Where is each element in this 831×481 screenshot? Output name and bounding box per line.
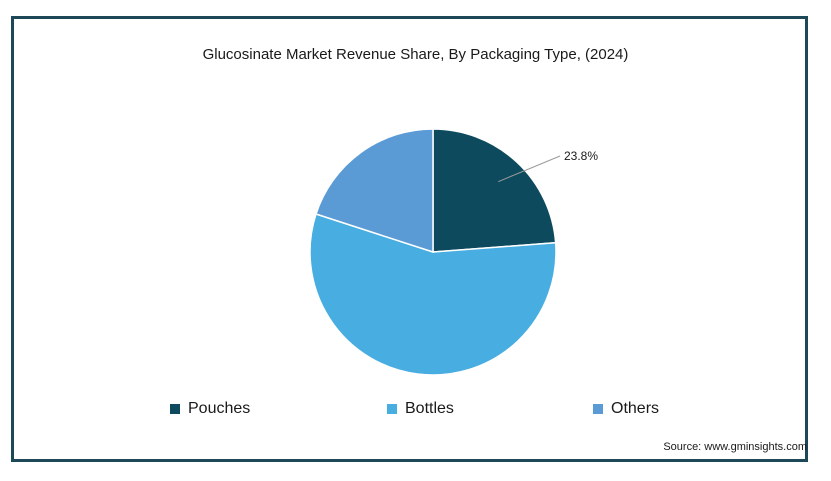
legend-swatch-pouches xyxy=(170,404,180,414)
leader-line-pouches xyxy=(498,155,561,183)
data-label-pouches: 23.8% xyxy=(564,149,598,163)
pie-slices xyxy=(309,128,557,376)
legend-label-others: Others xyxy=(611,400,660,417)
legend-label-pouches: Pouches xyxy=(188,400,251,417)
legend-label-bottles: Bottles xyxy=(405,400,454,417)
pie-slice-others xyxy=(315,128,434,254)
legend-swatch-others xyxy=(593,404,603,414)
legend-item-pouches: Pouches xyxy=(170,400,250,418)
legend-item-others: Others xyxy=(593,400,659,418)
legend-item-bottles: Bottles xyxy=(387,400,454,418)
source-note: Source: www.gminsights.com xyxy=(663,441,807,453)
pie-slice-pouches xyxy=(432,128,557,253)
legend: Pouches Bottles Others xyxy=(0,400,831,420)
pie-labels: 23.8% xyxy=(498,149,598,183)
chart-title: Glucosinate Market Revenue Share, By Pac… xyxy=(202,46,629,63)
pie-slice-bottles xyxy=(309,213,557,376)
legend-swatch-bottles xyxy=(387,404,397,414)
